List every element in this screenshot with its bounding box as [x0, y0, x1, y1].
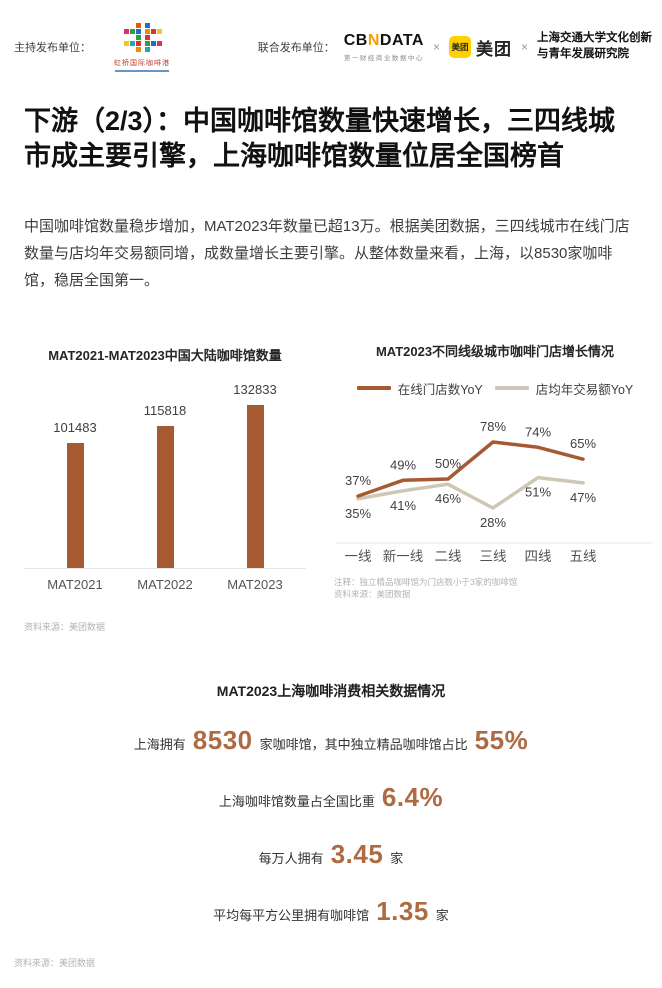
stat-row: 上海拥有 8530 家咖啡馆，其中独立精品咖啡馆占比 55%	[0, 725, 662, 758]
line-chart-legend: 在线门店数YoY 店均年交易额YoY	[334, 379, 656, 398]
stat-label: 每万人拥有	[258, 851, 324, 866]
stat-label: 上海拥有	[133, 737, 186, 752]
line-chart-source: 资料来源：美团数据	[334, 589, 411, 600]
institute-line2: 与青年发展研究院	[537, 48, 629, 60]
bar-category-label: MAT2021	[47, 577, 103, 592]
cbndata-wordmark: CBNDATA	[343, 32, 424, 49]
separator-x-icon: ×	[432, 40, 440, 54]
stat-value: 3.45	[330, 839, 384, 869]
bar-value-label: 115818	[143, 402, 187, 418]
hash-logo-label: 虹桥国际咖啡港	[114, 60, 170, 67]
bar-category-label: MAT2023	[227, 577, 283, 592]
page-header: 主持发布单位： 虹桥国际咖	[14, 22, 652, 72]
data-point-label: 74%	[525, 424, 551, 439]
bar-chart-categories: MAT2021 MAT2022 MAT2023	[24, 577, 306, 592]
series-line-在线门店数YoY	[356, 439, 585, 498]
line-chart-note-text: 注释：独立精品咖啡馆为门店数小于3家的咖啡馆	[334, 576, 518, 587]
host-publisher-group: 主持发布单位： 虹桥国际咖	[14, 22, 181, 72]
bar-rect	[66, 443, 84, 568]
separator-x-icon: ×	[520, 40, 528, 54]
data-point-label: 41%	[390, 497, 416, 512]
stat-label: 家	[390, 851, 404, 866]
data-point-label: 35%	[345, 505, 371, 520]
hash-logo-icon	[124, 23, 162, 52]
line-chart-plot: 37% 49% 50% 78% 74% 65% 35% 41% 46% 28% 51% 47% 一线 新一…	[336, 419, 652, 564]
stat-value: 6.4%	[381, 782, 444, 812]
data-point-label: 50%	[435, 456, 461, 471]
data-point-label: 47%	[570, 490, 596, 505]
x-axis-category-label: 五线	[570, 549, 597, 564]
hongqiao-coffee-port-logo: 虹桥国际咖啡港	[103, 22, 181, 72]
data-point-label: 51%	[525, 484, 551, 499]
bar-category-label: MAT2022	[137, 577, 193, 592]
series-line-店均年交易额YoY	[356, 475, 585, 510]
bar-item: 132833	[210, 382, 299, 568]
x-axis-category-label: 三线	[480, 549, 507, 564]
stats-rows: 上海拥有 8530 家咖啡馆，其中独立精品咖啡馆占比 55% 上海咖啡馆数量占全国比重 6…	[0, 725, 662, 929]
stat-row: 每万人拥有 3.45 家	[0, 839, 662, 872]
bar-rect	[156, 425, 174, 568]
stat-label: 家	[435, 908, 449, 923]
stat-row: 平均每平方公里拥有咖啡馆 1.35 家	[0, 896, 662, 929]
line-chart-note: 注释：独立精品咖啡馆为门店数小于3家的咖啡馆 资料来源：美团数据	[334, 576, 656, 602]
joint-publisher-label: 联合发布单位：	[257, 42, 335, 54]
host-publisher-label: 主持发布单位：	[14, 42, 91, 54]
cbndata-subtitle: 第一财经商业数据中心	[343, 55, 424, 62]
bar-chart-bars: 101483 115818 132833	[24, 372, 306, 569]
meituan-wordmark: 美团	[475, 39, 512, 59]
data-point-label: 37%	[345, 473, 371, 488]
legend-label: 店均年交易额YoY	[535, 382, 634, 397]
stat-label: 家咖啡馆，其中独立精品咖啡馆占比	[259, 737, 468, 752]
stat-row: 上海咖啡馆数量占全国比重 6.4%	[0, 782, 662, 815]
meituan-logo: 美团 美团	[448, 35, 512, 60]
stat-label: 平均每平方公里拥有咖啡馆	[213, 908, 370, 923]
meituan-badge-icon: 美团	[448, 36, 471, 58]
intro-paragraph: 中国咖啡馆数量稳步增加，MAT2023年数量已超13万。根据美团数据，三四线城市…	[24, 218, 630, 289]
joint-publisher-group: 联合发布单位： CBNDATA 第一财经商业数据中心 × 美团 美团 × 上海交…	[258, 31, 652, 62]
data-point-label: 78%	[480, 419, 506, 434]
hash-logo-subtext-line	[115, 70, 169, 72]
legend-swatch	[356, 386, 391, 391]
stat-value: 1.35	[376, 896, 429, 926]
institute-logo-text: 上海交通大学文化创新 与青年发展研究院	[537, 31, 652, 62]
page-footer-source: 资料来源：美团数据	[14, 958, 96, 968]
data-point-label: 65%	[570, 436, 596, 451]
stat-label: 上海咖啡馆数量占全国比重	[218, 794, 375, 809]
data-point-label: 49%	[390, 457, 416, 472]
legend-label: 在线门店数YoY	[397, 382, 483, 397]
bar-item: 101483	[30, 420, 119, 568]
bar-chart-coffee-shop-count: MAT2021-MAT2023中国大陆咖啡馆数量 101483 115818 132…	[24, 345, 306, 633]
bar-chart-source: 资料来源：美团数据	[24, 622, 106, 632]
x-axis-category-label: 新一线	[383, 549, 424, 564]
bar-value-label: 132833	[233, 381, 277, 397]
x-axis-category-label: 一线	[345, 549, 372, 564]
shanghai-stats-section: MAT2023上海咖啡消费相关数据情况 上海拥有 8530 家咖啡馆，其中独立精品咖…	[0, 681, 662, 929]
cbndata-logo: CBNDATA 第一财经商业数据中心	[344, 32, 424, 62]
x-axis-category-label: 二线	[435, 549, 462, 564]
data-point-label: 46%	[435, 491, 461, 506]
bar-rect	[246, 404, 264, 568]
institute-line1: 上海交通大学文化创新	[537, 32, 652, 45]
page-title: 下游（2/3）：中国咖啡馆数量快速增长，三四线城市成主要引擎，上海咖啡馆数量位居…	[24, 106, 616, 171]
legend-item: 店均年交易额YoY	[494, 379, 634, 398]
legend-swatch	[494, 386, 529, 391]
bar-chart-title: MAT2021-MAT2023中国大陆咖啡馆数量	[48, 348, 282, 363]
stats-section-title: MAT2023上海咖啡消费相关数据情况	[216, 683, 446, 699]
line-chart-city-tier-growth: MAT2023不同线级城市咖啡门店增长情况 在线门店数YoY 店均年交易额YoY …	[334, 340, 656, 601]
data-point-label: 28%	[480, 515, 506, 530]
stat-value: 55%	[474, 725, 529, 755]
bar-item: 115818	[120, 402, 209, 568]
legend-item: 在线门店数YoY	[356, 379, 483, 398]
stat-value: 8530	[192, 725, 253, 755]
x-axis-category-label: 四线	[525, 549, 552, 564]
line-chart-title: MAT2023不同线级城市咖啡门店增长情况	[375, 344, 615, 359]
bar-value-label: 101483	[53, 420, 97, 436]
